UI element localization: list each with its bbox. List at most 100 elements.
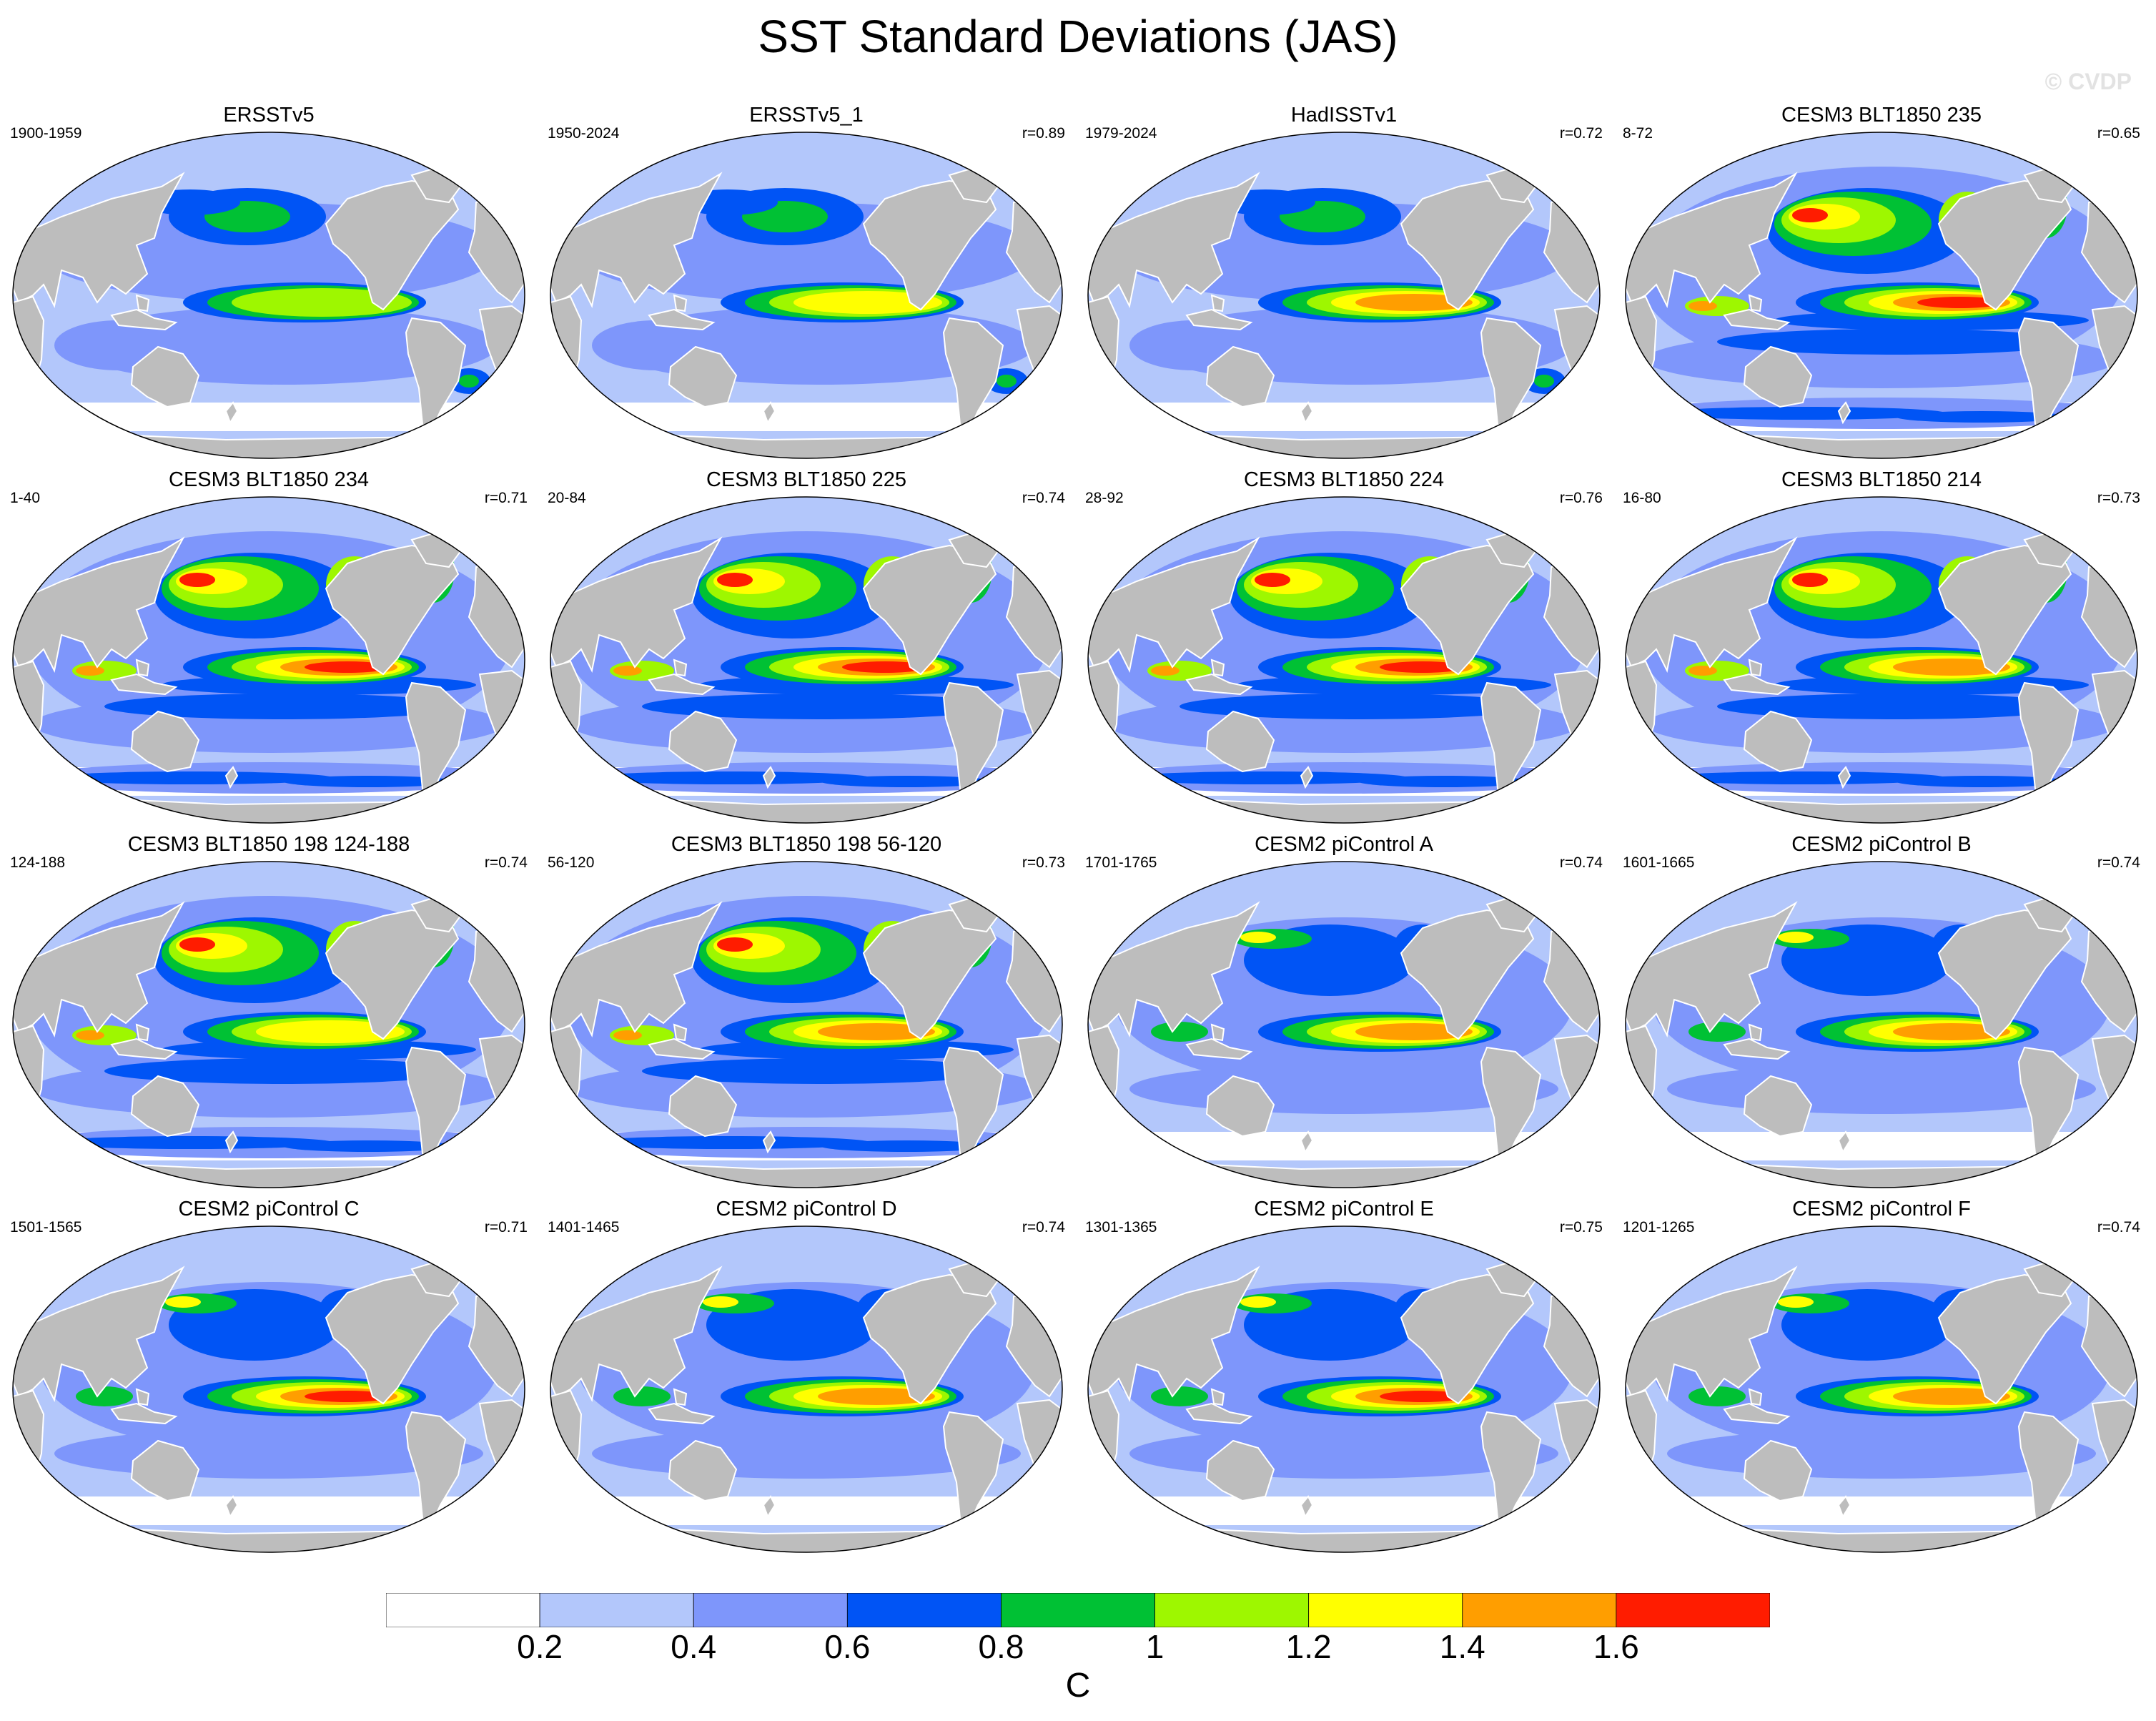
land bbox=[1626, 536, 1798, 674]
sst-map bbox=[12, 1226, 525, 1553]
map-panel: CESM2 piControl E 1301-1365 r=0.75 bbox=[1075, 1198, 1613, 1559]
land bbox=[110, 1402, 178, 1425]
land bbox=[224, 1130, 239, 1154]
colorbar-segment bbox=[1001, 1593, 1155, 1627]
sst-map bbox=[12, 861, 525, 1188]
map-border bbox=[1625, 132, 2138, 459]
land bbox=[550, 172, 723, 309]
sst-anomaly bbox=[1151, 666, 1180, 676]
sst-anomaly bbox=[1688, 1022, 1746, 1042]
panel-correlation: r=0.74 bbox=[484, 854, 528, 871]
sst-map bbox=[550, 861, 1063, 1188]
land bbox=[1837, 1130, 1851, 1154]
panel-title: CESM2 piControl B bbox=[1791, 833, 1972, 856]
sst-anomaly bbox=[305, 1391, 390, 1402]
panel-years: 1900-1959 bbox=[10, 125, 82, 142]
land bbox=[130, 710, 200, 773]
land bbox=[1088, 1266, 1260, 1403]
panel-correlation: r=0.74 bbox=[1022, 490, 1065, 506]
land bbox=[762, 766, 776, 789]
land bbox=[550, 901, 723, 1038]
land bbox=[550, 1389, 583, 1484]
land bbox=[550, 1266, 723, 1403]
map-border bbox=[1087, 132, 1601, 459]
land bbox=[673, 1023, 688, 1042]
land bbox=[1205, 710, 1275, 773]
land bbox=[862, 544, 997, 676]
sst-anomaly bbox=[283, 776, 455, 787]
land bbox=[1400, 909, 1535, 1040]
sst-anomaly bbox=[1717, 329, 2075, 355]
sst-anomaly bbox=[1896, 776, 2067, 787]
land bbox=[224, 401, 239, 425]
map-panel: CESM2 piControl D 1401-1465 r=0.74 bbox=[538, 1198, 1075, 1559]
panel-years: 124-188 bbox=[10, 854, 66, 871]
land bbox=[1400, 544, 1535, 676]
sst-map bbox=[12, 496, 525, 824]
sst-anomaly bbox=[1893, 1023, 2010, 1040]
land bbox=[1300, 1495, 1314, 1519]
map-panel: CESM3 BLT1850 198 56-120 56-120 r=0.73 bbox=[538, 833, 1075, 1194]
sst-anomaly bbox=[1893, 1388, 2010, 1405]
sst-anomaly bbox=[717, 937, 753, 952]
colorbar-tick-label: 1.2 bbox=[1285, 1628, 1332, 1665]
colorbar-segment bbox=[1308, 1593, 1463, 1627]
sst-anomaly bbox=[76, 1030, 104, 1040]
land bbox=[668, 345, 738, 408]
sst-map bbox=[550, 496, 1063, 824]
sst-map bbox=[1087, 861, 1601, 1188]
panel-correlation: r=0.71 bbox=[484, 490, 528, 506]
panel-title: ERSSTv5_1 bbox=[749, 104, 864, 127]
land bbox=[648, 1037, 716, 1060]
land bbox=[325, 909, 460, 1040]
southern-ocean-low bbox=[13, 403, 525, 431]
panel-correlation: r=0.73 bbox=[2097, 490, 2140, 506]
land bbox=[224, 1495, 239, 1519]
land bbox=[13, 172, 185, 309]
land bbox=[1626, 660, 1658, 754]
land bbox=[135, 294, 150, 312]
colorbar-tick-label: 0.4 bbox=[671, 1628, 717, 1665]
colorbar-segment bbox=[1462, 1593, 1617, 1627]
sst-anomaly bbox=[818, 1388, 935, 1405]
land bbox=[648, 673, 716, 696]
land bbox=[550, 660, 583, 754]
map-border bbox=[550, 861, 1063, 1188]
map-panel: CESM3 BLT1850 224 28-92 r=0.76 bbox=[1075, 468, 1613, 829]
sst-anomaly bbox=[1534, 375, 1554, 388]
map-border bbox=[550, 132, 1063, 459]
colorbar-tick-label: 1.4 bbox=[1439, 1628, 1485, 1665]
sst-anomaly bbox=[165, 1296, 201, 1308]
land bbox=[1088, 1025, 1120, 1119]
land bbox=[862, 179, 997, 311]
sst-anomaly bbox=[1358, 776, 1530, 787]
sst-map bbox=[550, 1226, 1063, 1553]
panel-years: 8-72 bbox=[1623, 125, 1653, 142]
land bbox=[325, 179, 460, 311]
sst-anomaly bbox=[1893, 659, 2010, 676]
land bbox=[1723, 308, 1791, 331]
panel-years: 1-40 bbox=[10, 490, 41, 506]
map-border bbox=[12, 496, 525, 824]
land bbox=[13, 901, 185, 1038]
sst-anomaly bbox=[1355, 1023, 1473, 1040]
panel-title: CESM3 BLT1850 198 56-120 bbox=[671, 833, 942, 856]
land bbox=[1748, 1023, 1763, 1042]
panel-title: CESM3 BLT1850 198 124-188 bbox=[127, 833, 410, 856]
land bbox=[1937, 909, 2072, 1040]
sst-anomaly bbox=[76, 1386, 133, 1406]
land bbox=[1185, 1037, 1253, 1060]
map-border bbox=[1625, 1226, 2138, 1553]
sst-anomaly bbox=[642, 694, 999, 719]
southern-ocean-low bbox=[1626, 1132, 2137, 1160]
colorbar-tick-label: 0.8 bbox=[978, 1628, 1024, 1665]
map-panel: HadISSTv1 1979-2024 r=0.72 bbox=[1075, 104, 1613, 465]
map-panel-grid: ERSSTv5 1900-1959 ERSSTv5_1 1950-2024 r=0.89… bbox=[10, 104, 2140, 1559]
panel-title: CESM2 piControl F bbox=[1792, 1198, 1971, 1221]
sst-anomaly bbox=[1778, 932, 1814, 943]
sst-anomaly bbox=[642, 1058, 999, 1084]
land bbox=[1748, 294, 1763, 312]
sst-anomaly bbox=[585, 771, 871, 784]
sst-anomaly bbox=[1792, 573, 1828, 587]
sst-anomaly bbox=[232, 288, 412, 317]
